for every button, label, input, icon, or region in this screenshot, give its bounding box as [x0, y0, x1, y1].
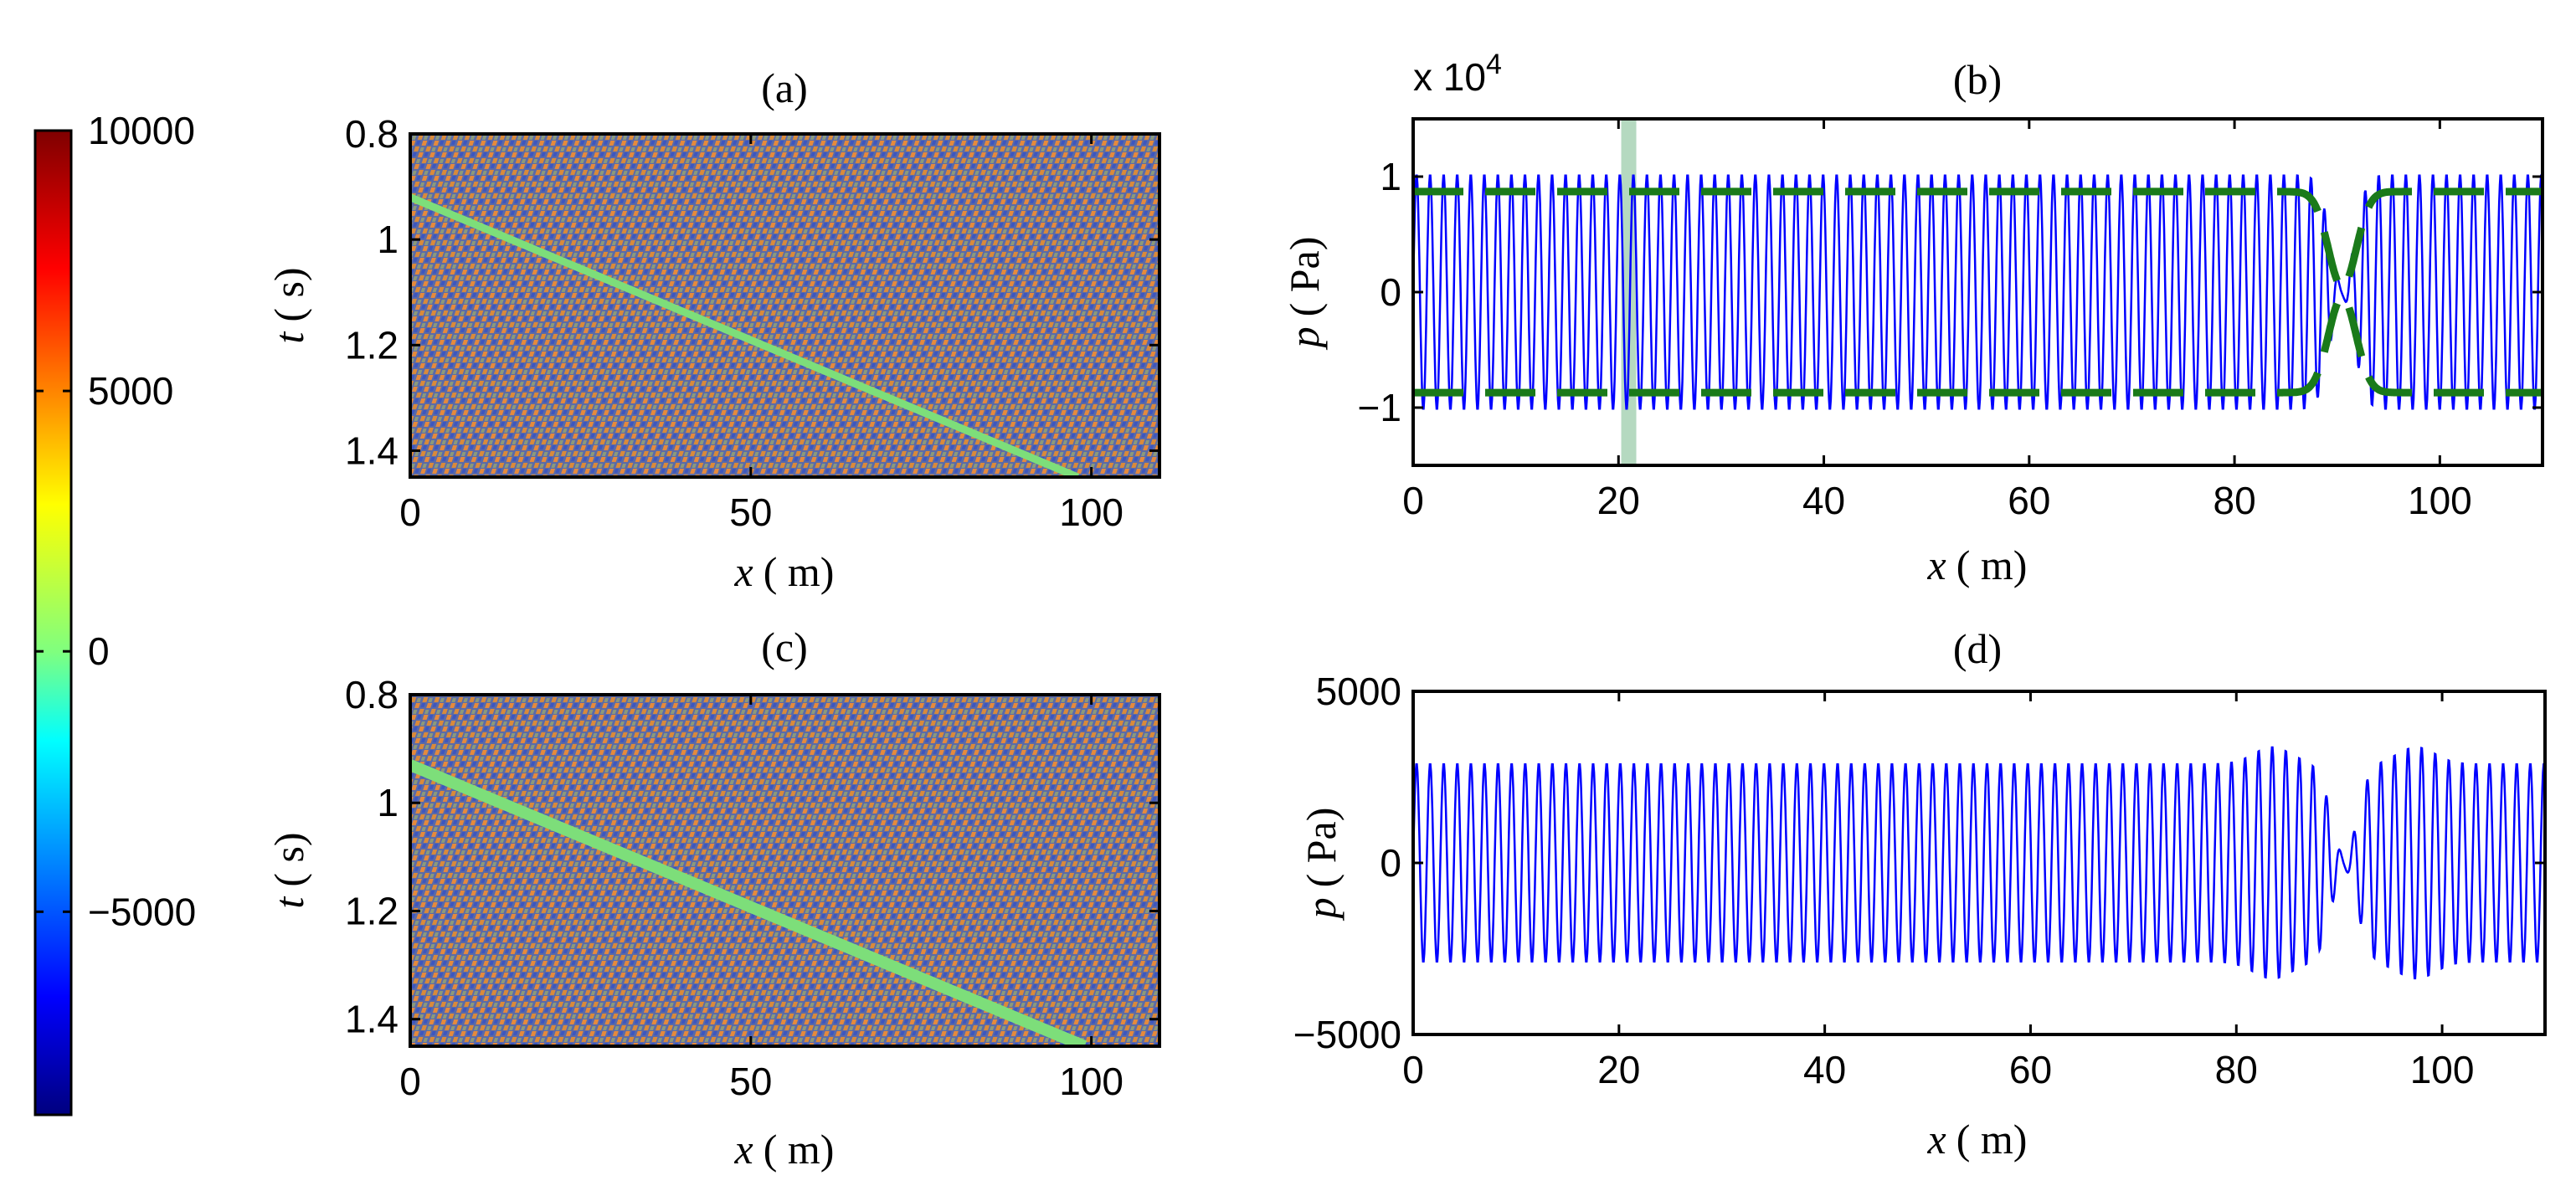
panel-b-ytick-label: 0	[1380, 270, 1401, 314]
panel-a-ytick-label: 1.4	[345, 429, 398, 472]
panel-d-xlabel: x( m)	[1927, 1116, 2028, 1163]
panel-c-ylabel: t( s)	[265, 832, 312, 908]
panel-b-ylabel: p( Pa)	[1281, 237, 1328, 351]
panel-d-ylabel: p( Pa)	[1298, 808, 1345, 921]
panel-a-ytick-label: 0.8	[345, 112, 398, 156]
heatmap-c-band	[410, 759, 1087, 1046]
colorbar-tick-label: 0	[88, 629, 110, 673]
panel-c-ytick-label: 1	[377, 781, 398, 824]
panel-b-envelope-upper	[1413, 187, 2543, 291]
panel-b-pressure-line	[1413, 174, 2543, 410]
panel-a-frame	[409, 132, 1161, 479]
panel-b-xlabel: x( m)	[1927, 542, 2028, 588]
panel-b: (b) x 104 0 20 40 60 80 100 1 0 −1 x( m) p( Pa)	[1281, 49, 2544, 588]
panel-b-ytick-label: 1	[1380, 155, 1401, 198]
panel-c: (c) 0 50 100 0.8 1 1.2 1.4 x( m) t( s)	[265, 624, 1161, 1173]
panel-d-xtick-label: 0	[1402, 1048, 1424, 1091]
heatmap-a-band	[410, 193, 1080, 477]
panel-a-xtick-label: 50	[729, 490, 772, 534]
panel-a-xtick-label: 100	[1059, 490, 1123, 534]
panel-a-xlabel: x( m)	[734, 548, 835, 595]
colorbar-gradient	[33, 129, 73, 1117]
panel-d-ytick-label: 5000	[1316, 670, 1401, 713]
panel-b-envelope-lower	[1413, 293, 2543, 397]
panel-d-title: (d)	[1953, 625, 2002, 672]
panel-b-ytick-label: −1	[1358, 386, 1401, 429]
panel-b-xtick-label: 40	[1802, 479, 1845, 522]
panel-b-xtick-label: 80	[2214, 479, 2256, 522]
heatmap-c-field	[410, 695, 1159, 1046]
panel-a: (a) 0 50 100 0.8 1 1.2 1.4 x( m) t( s)	[265, 64, 1161, 595]
panel-b-title: (b)	[1953, 56, 2002, 103]
colorbar: 10000 5000 0 −5000	[33, 109, 196, 1117]
panel-a-ytick-label: 1	[377, 218, 398, 261]
panel-a-title: (a)	[761, 64, 808, 111]
panel-b-xtick-label: 20	[1597, 479, 1640, 522]
panel-d-xtick-label: 20	[1597, 1048, 1640, 1091]
panel-d-xtick-label: 100	[2410, 1048, 2475, 1091]
panel-a-ytick-label: 1.2	[345, 323, 398, 367]
panel-c-xtick-label: 0	[399, 1060, 421, 1103]
panel-d-ytick-label: −5000	[1293, 1013, 1401, 1056]
panel-d-xtick-label: 40	[1803, 1048, 1846, 1091]
panel-b-xtick-label: 100	[2408, 479, 2472, 522]
panel-c-ytick-label: 1.4	[345, 998, 398, 1041]
panel-c-ytick-label: 0.8	[345, 673, 398, 716]
panel-d-xtick-label: 60	[2009, 1048, 2052, 1091]
panel-c-xtick-label: 100	[1059, 1060, 1123, 1103]
panel-c-frame	[409, 693, 1161, 1048]
panel-b-xtick-label: 0	[1402, 479, 1424, 522]
panel-a-ylabel: t( s)	[265, 267, 312, 343]
panel-b-xtick-label: 60	[2008, 479, 2050, 522]
panel-d-xtick-label: 80	[2215, 1048, 2258, 1091]
panel-c-ytick-label: 1.2	[345, 889, 398, 932]
panel-c-xlabel: x( m)	[734, 1126, 835, 1173]
heatmap-a-field	[410, 134, 1159, 477]
panel-c-xtick-label: 50	[729, 1060, 772, 1103]
panel-b-scale-label: x 104	[1413, 49, 1502, 99]
panel-d-pressure-line	[1413, 746, 2545, 980]
panel-c-title: (c)	[761, 624, 808, 670]
colorbar-tick-label: 5000	[88, 369, 173, 413]
panel-d-ytick-label: 0	[1380, 841, 1401, 885]
panel-a-xtick-label: 0	[399, 490, 421, 534]
colorbar-tick-label: −5000	[88, 890, 196, 933]
colorbar-tick-label: 10000	[88, 109, 195, 152]
